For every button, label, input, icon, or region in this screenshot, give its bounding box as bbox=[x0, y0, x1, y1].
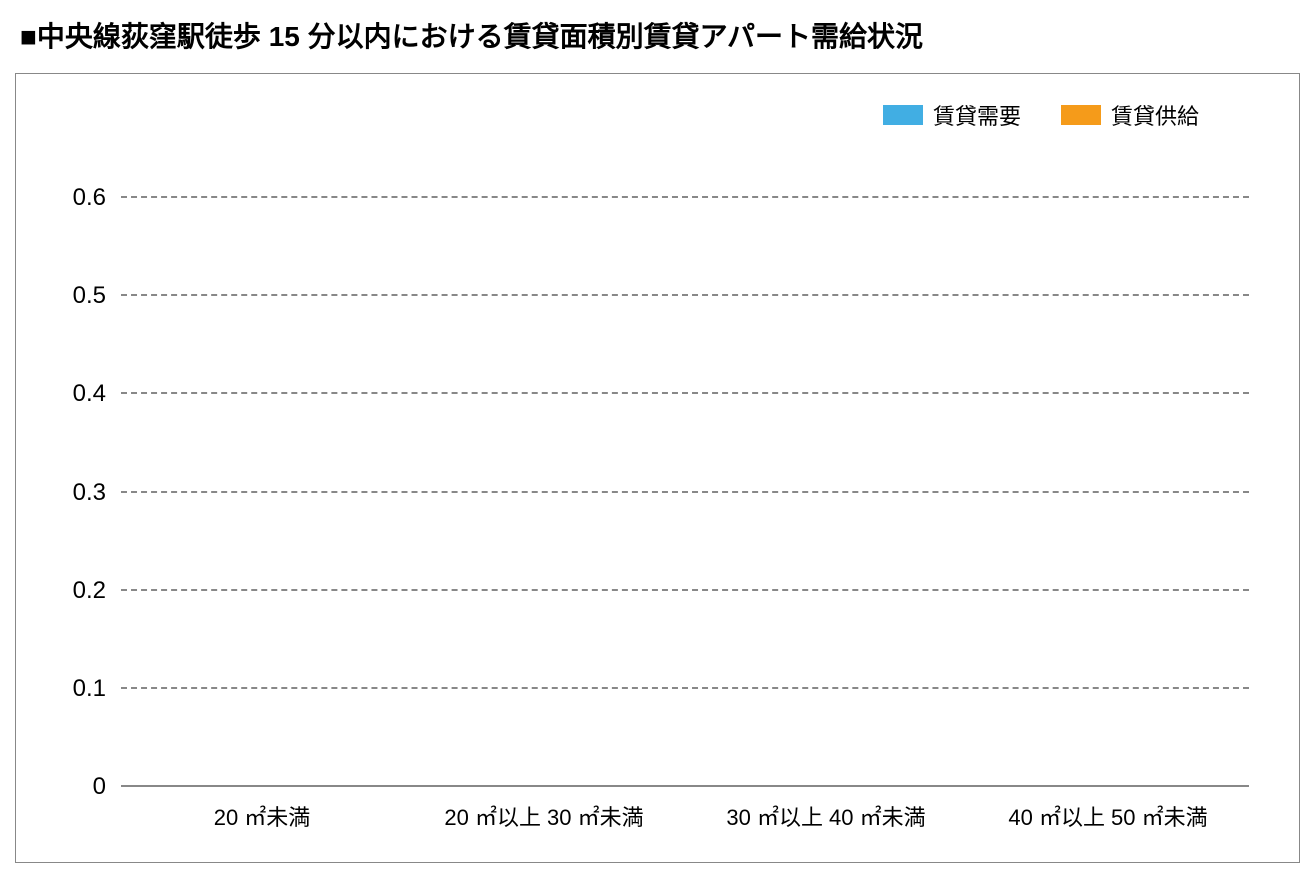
legend: 賃貸需要 賃貸供給 bbox=[883, 99, 1199, 131]
grid-line bbox=[121, 294, 1249, 296]
y-tick-label: 0 bbox=[93, 773, 106, 801]
y-tick-label: 0.3 bbox=[73, 479, 106, 507]
x-axis-label: 20 ㎡未満 bbox=[121, 800, 403, 832]
legend-swatch-demand bbox=[883, 105, 923, 125]
y-tick-label: 0.1 bbox=[73, 675, 106, 703]
x-axis-label: 40 ㎡以上 50 ㎡未満 bbox=[967, 800, 1249, 832]
legend-swatch-supply bbox=[1061, 105, 1101, 125]
bars-area bbox=[121, 149, 1249, 787]
chart-title: ■中央線荻窪駅徒歩 15 分以内における賃貸面積別賃貸アパート需給状況 bbox=[0, 0, 1315, 65]
y-tick-label: 0.6 bbox=[73, 184, 106, 212]
y-tick-label: 0.2 bbox=[73, 577, 106, 605]
y-tick-label: 0.4 bbox=[73, 380, 106, 408]
legend-item-supply: 賃貸供給 bbox=[1061, 99, 1199, 131]
grid-line bbox=[121, 392, 1249, 394]
grid-line bbox=[121, 491, 1249, 493]
legend-label-supply: 賃貸供給 bbox=[1111, 99, 1199, 131]
x-axis-label: 20 ㎡以上 30 ㎡未満 bbox=[403, 800, 685, 832]
legend-label-demand: 賃貸需要 bbox=[933, 99, 1021, 131]
x-axis-labels: 20 ㎡未満20 ㎡以上 30 ㎡未満30 ㎡以上 40 ㎡未満40 ㎡以上 5… bbox=[121, 800, 1249, 832]
legend-item-demand: 賃貸需要 bbox=[883, 99, 1021, 131]
chart-container: 賃貸需要 賃貸供給 00.10.20.30.40.50.6 20 ㎡未満20 ㎡… bbox=[15, 73, 1300, 863]
grid-line bbox=[121, 687, 1249, 689]
grid-line bbox=[121, 196, 1249, 198]
grid-line bbox=[121, 589, 1249, 591]
y-tick-label: 0.5 bbox=[73, 282, 106, 310]
x-axis-label: 30 ㎡以上 40 ㎡未満 bbox=[685, 800, 967, 832]
plot-area: 00.10.20.30.40.50.6 bbox=[121, 149, 1249, 787]
